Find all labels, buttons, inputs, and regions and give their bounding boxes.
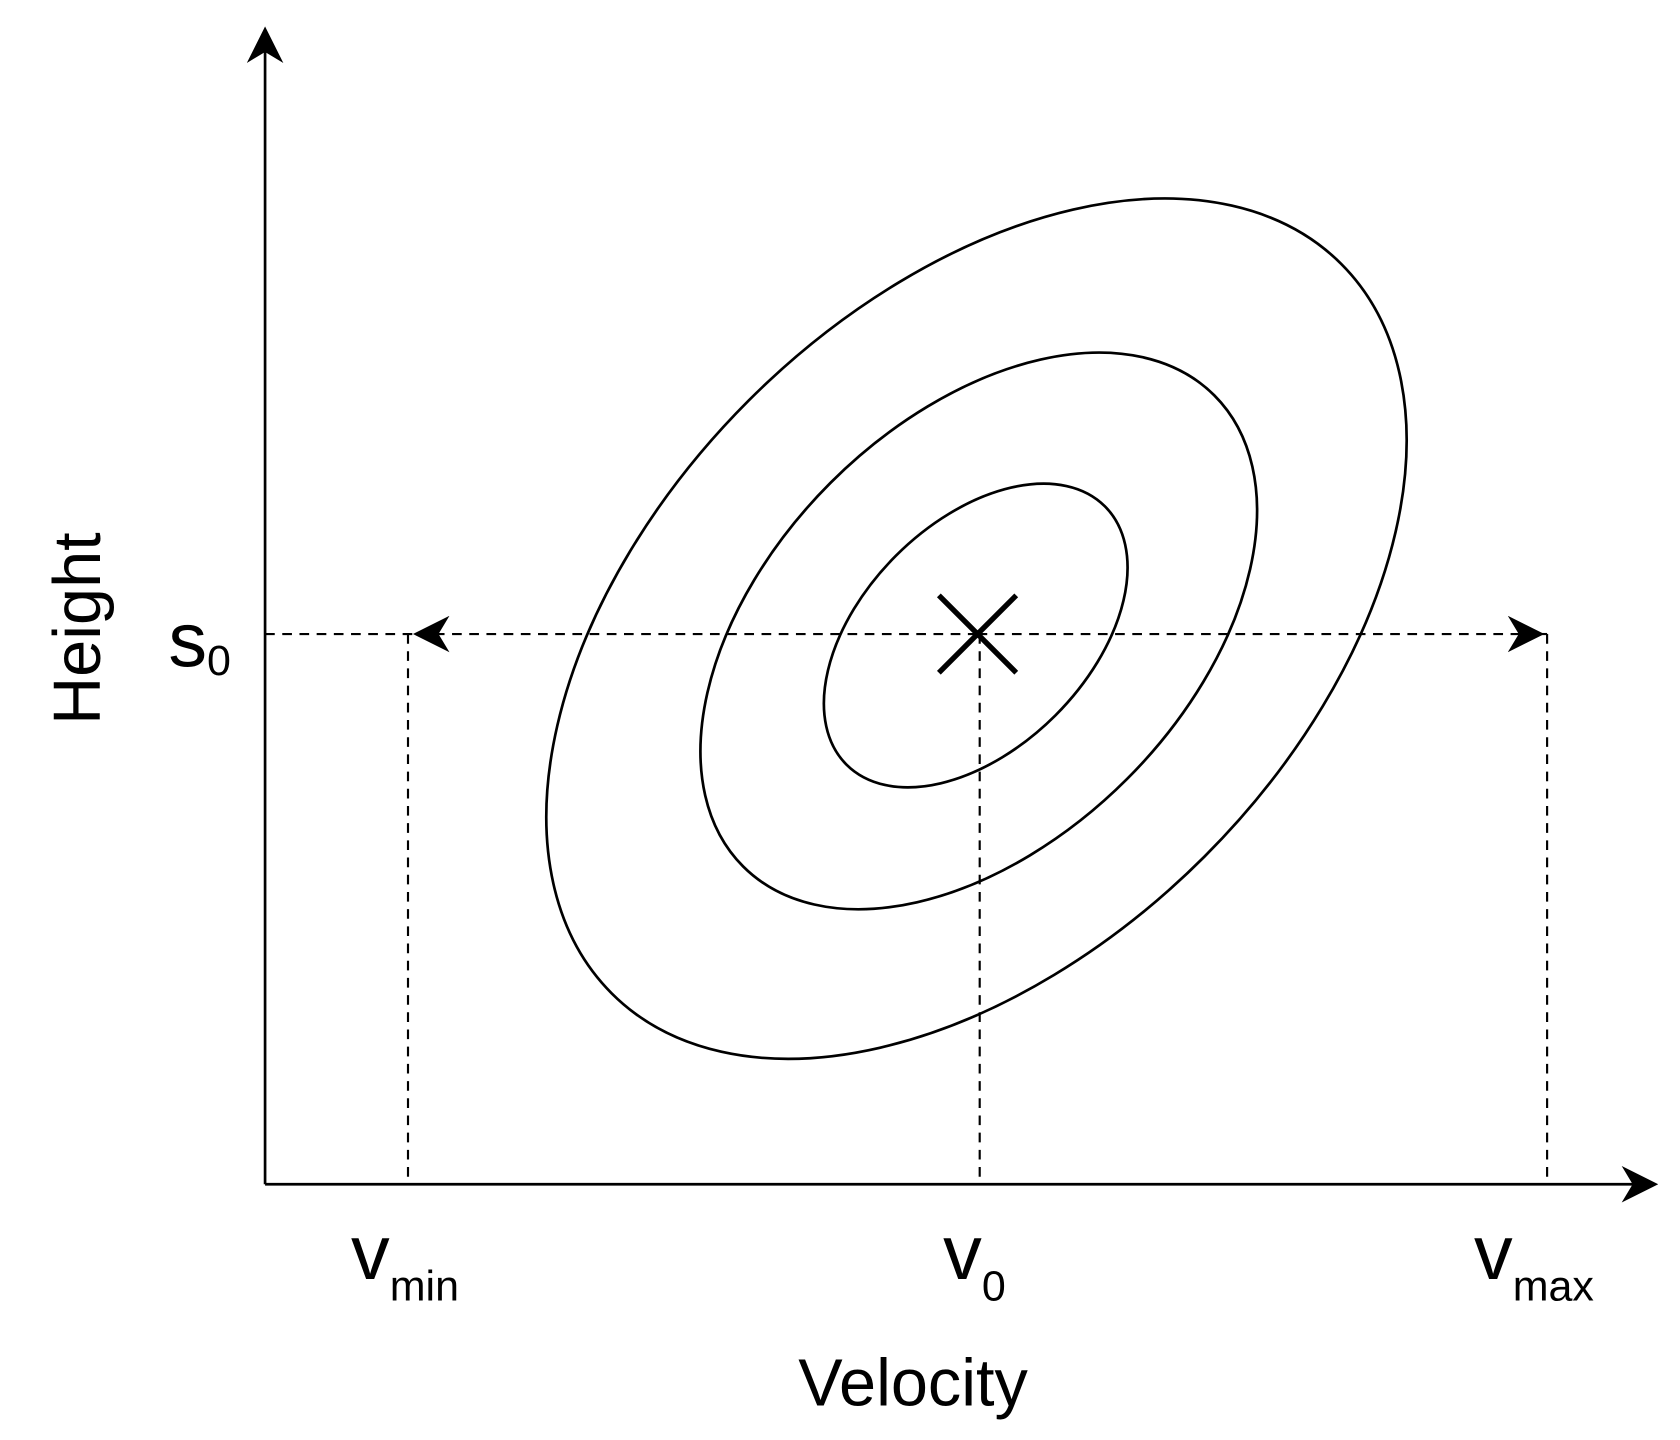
vmin-label: vmin bbox=[351, 1210, 459, 1310]
vmax-label: vmax bbox=[1474, 1210, 1594, 1310]
contours bbox=[545, 197, 1408, 1061]
v0-label: v0 bbox=[943, 1210, 1006, 1310]
x-axis-label: Velocity bbox=[798, 1347, 1028, 1421]
height-mark-label: s0 bbox=[168, 597, 231, 685]
outer-contour bbox=[545, 197, 1408, 1061]
y-axis-label: Height bbox=[41, 532, 115, 725]
center-mark bbox=[936, 593, 1019, 675]
middle-contour bbox=[699, 351, 1259, 911]
inner-contour bbox=[822, 482, 1129, 789]
